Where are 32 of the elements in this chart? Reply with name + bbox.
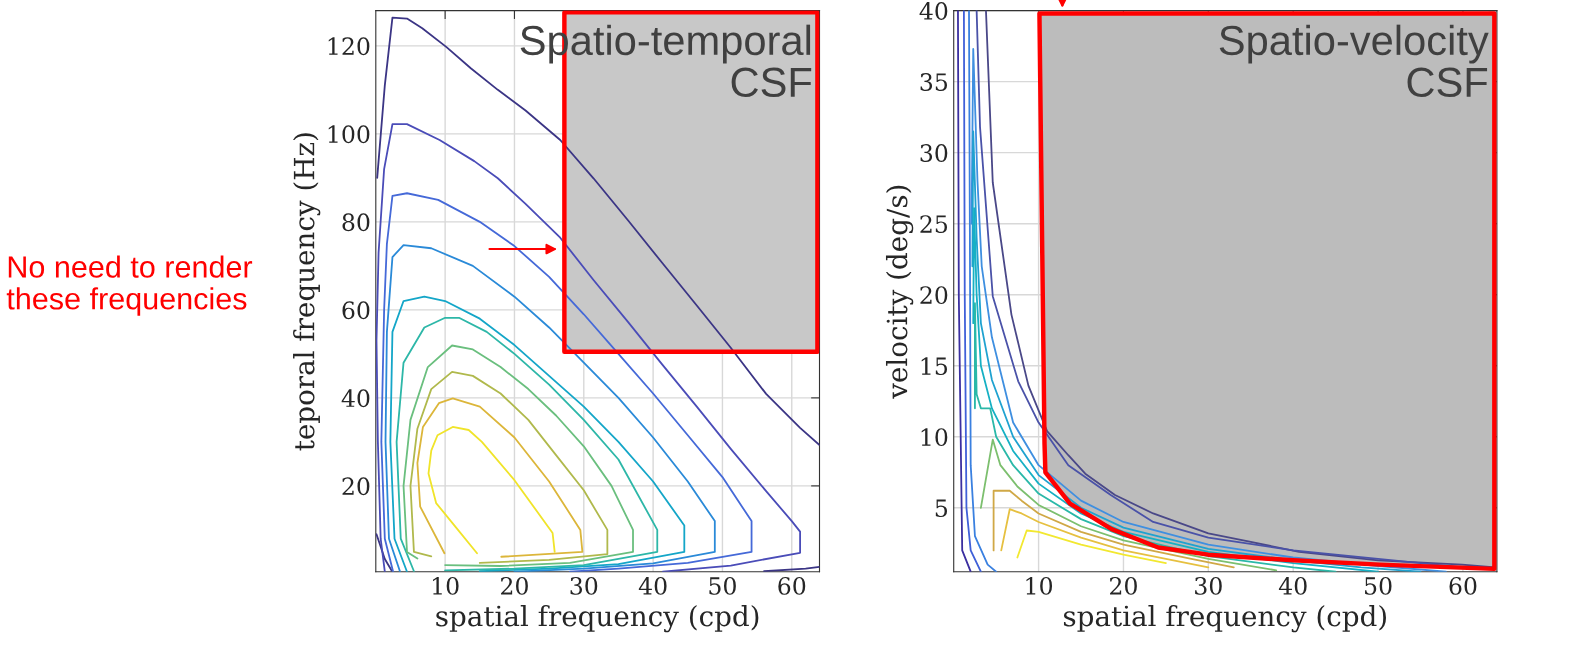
x-axis-title: spatial frequency (cpd) bbox=[1063, 604, 1386, 633]
x-tick-label: 50 bbox=[709, 576, 736, 595]
y-axis-title: teporal frequency (Hz) bbox=[293, 133, 321, 451]
y-tick-label: 80 bbox=[342, 213, 370, 232]
y-axis-title: velocity (deg/s) bbox=[885, 185, 914, 399]
x-tick-label: 50 bbox=[1365, 576, 1392, 595]
x-tick-label: 30 bbox=[570, 576, 598, 595]
x-tick-label: 10 bbox=[1026, 576, 1053, 595]
x-tick-label: 60 bbox=[778, 576, 806, 595]
y-tick-label: 40 bbox=[341, 389, 370, 408]
x-axis-title: spatial frequency (cpd) bbox=[436, 604, 759, 633]
x-tick-label: 40 bbox=[638, 576, 667, 595]
y-tick-label: 25 bbox=[920, 215, 948, 233]
y-tick-label: 15 bbox=[921, 357, 948, 376]
annotation: Spatio-velocity CSF bbox=[1219, 24, 1489, 98]
y-tick-label: 120 bbox=[328, 37, 370, 56]
x-tick-label: 10 bbox=[432, 576, 459, 595]
x-tick-label: 20 bbox=[1110, 576, 1137, 595]
y-tick-label: 30 bbox=[920, 144, 948, 162]
y-tick-label: 35 bbox=[920, 73, 948, 91]
y-tick-label: 5 bbox=[935, 499, 948, 518]
y-tick-label: 20 bbox=[342, 477, 370, 496]
y-tick-label: 100 bbox=[328, 125, 370, 144]
x-tick-label: 20 bbox=[501, 576, 528, 595]
y-tick-label: 60 bbox=[342, 301, 370, 320]
y-tick-label: 40 bbox=[919, 2, 948, 20]
text: No need to render these frequencies bbox=[6, 255, 253, 316]
x-tick-label: 30 bbox=[1195, 576, 1222, 595]
x-tick-label: 40 bbox=[1278, 576, 1307, 595]
y-tick-label: 20 bbox=[920, 286, 948, 305]
y-tick-label: 10 bbox=[921, 428, 948, 447]
x-tick-label: 60 bbox=[1449, 576, 1477, 595]
